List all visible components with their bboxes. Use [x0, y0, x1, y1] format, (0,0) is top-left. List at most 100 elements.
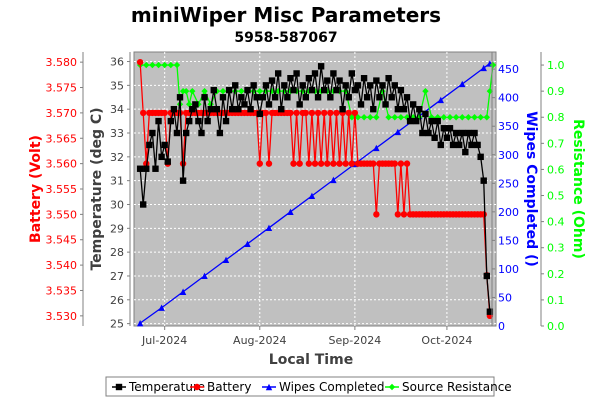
wipes-tick-label: 200 [498, 206, 519, 219]
temperature-point [345, 94, 352, 101]
source-resistance-point [486, 87, 494, 95]
battery-tick-label: 3.570 [46, 107, 78, 120]
wipes-tick-label: 0 [498, 320, 505, 333]
legend-items: Temperature Battery Wipes Completed Source … [112, 380, 512, 394]
temperature-point [201, 94, 208, 101]
battery-point [256, 160, 263, 167]
temperature-point [210, 86, 217, 94]
temperature-point [189, 105, 196, 113]
temperature-point [293, 70, 300, 77]
temperature-point [311, 70, 319, 77]
x-tick-label: Oct-2024 [421, 334, 472, 347]
battery-point [400, 211, 408, 218]
temperature-point [244, 86, 251, 94]
source-resistance-point [471, 114, 478, 121]
battery-point [327, 109, 334, 117]
battery-point [317, 160, 325, 167]
temperature-point [397, 86, 405, 94]
temperature-point [422, 110, 429, 118]
temperature-point [348, 70, 356, 77]
temperature-tick-label: 33 [110, 127, 124, 140]
battery-point [342, 160, 349, 167]
temperature-point [339, 105, 346, 113]
chart-subtitle: 5958-587067 [234, 30, 337, 46]
resistance-tick-label: 0.3 [547, 242, 565, 255]
wipes-completed-line [139, 62, 491, 324]
temperature-point [284, 94, 291, 101]
wipes-completed-point [265, 224, 273, 232]
temperature-point [213, 105, 221, 113]
battery-point [336, 160, 343, 167]
wipes-completed-series [136, 60, 494, 327]
wipes-completed-point [287, 208, 294, 216]
temperature-point [207, 105, 214, 113]
resistance-tick-label: 0.8 [547, 111, 565, 124]
temperature-tick-label: 29 [110, 222, 124, 235]
battery-point [302, 109, 309, 117]
temperature-point [228, 105, 236, 113]
temperature-point [357, 101, 365, 108]
temperature-point [376, 94, 383, 101]
battery-tick-label: 3.560 [46, 158, 78, 171]
wipes-completed-point [179, 288, 187, 295]
temperature-point [192, 101, 199, 108]
temperature-point [253, 94, 260, 101]
temperature-point [161, 141, 168, 149]
source-resistance-point [477, 114, 484, 121]
battery-point [314, 109, 322, 117]
temperature-point [296, 101, 303, 108]
wipes-completed-point [201, 272, 208, 279]
legend-temperature-marker [115, 383, 123, 391]
legend-battery-marker [193, 383, 201, 391]
battery-point [140, 109, 147, 117]
battery-point [293, 109, 300, 117]
temperature-point [483, 272, 490, 280]
temperature-point [281, 82, 288, 89]
source-resistance-point [397, 114, 405, 121]
resistance-tick-label: 0.9 [547, 85, 565, 98]
x-tick-label: Jul-2024 [141, 334, 187, 347]
temperature-tick-label: 31 [110, 175, 124, 188]
temperature-point [459, 129, 466, 137]
source-resistance-point [483, 114, 490, 121]
temperature-point [431, 134, 438, 141]
x-tick-label: Sep-2024 [329, 334, 382, 347]
temperature-point [443, 134, 451, 141]
source-resistance-point [207, 100, 214, 108]
temperature-point [394, 105, 402, 113]
wipes-tick-label: 50 [498, 291, 512, 304]
source-resistance-point [173, 61, 181, 69]
temperature-tick-label: 27 [110, 270, 124, 283]
battery-tick-label: 3.535 [46, 284, 78, 297]
temperature-point [434, 117, 441, 125]
source-resistance-point [367, 114, 374, 121]
temperature-point [474, 141, 481, 149]
temperature-point [265, 101, 273, 108]
temperature-point [216, 129, 224, 137]
battery-point [391, 160, 398, 167]
temperature-point [437, 141, 444, 149]
legend-battery-label: Battery [207, 380, 251, 394]
temperature-point [385, 75, 392, 82]
temperature-point [262, 82, 270, 89]
battery-point [403, 160, 411, 167]
wipes-completed-point [437, 96, 444, 104]
source-resistance-point [219, 87, 227, 95]
temperature-point [342, 82, 349, 89]
battery-point [143, 160, 150, 167]
temperature-tick-label: 36 [110, 56, 124, 69]
temperature-point [179, 177, 187, 184]
resistance-tick-label: 0.1 [547, 294, 565, 307]
source-resistance-point [446, 114, 454, 121]
source-resistance-point [143, 61, 150, 69]
temperature-point [486, 308, 494, 315]
battery-point [136, 58, 144, 66]
temperature-point [428, 117, 435, 125]
wipes-completed-point [222, 256, 230, 263]
temperature-point [409, 101, 417, 108]
temperature-point [400, 105, 408, 113]
source-resistance-point [149, 61, 156, 69]
temperature-point [321, 86, 328, 94]
battery-point [373, 211, 380, 218]
